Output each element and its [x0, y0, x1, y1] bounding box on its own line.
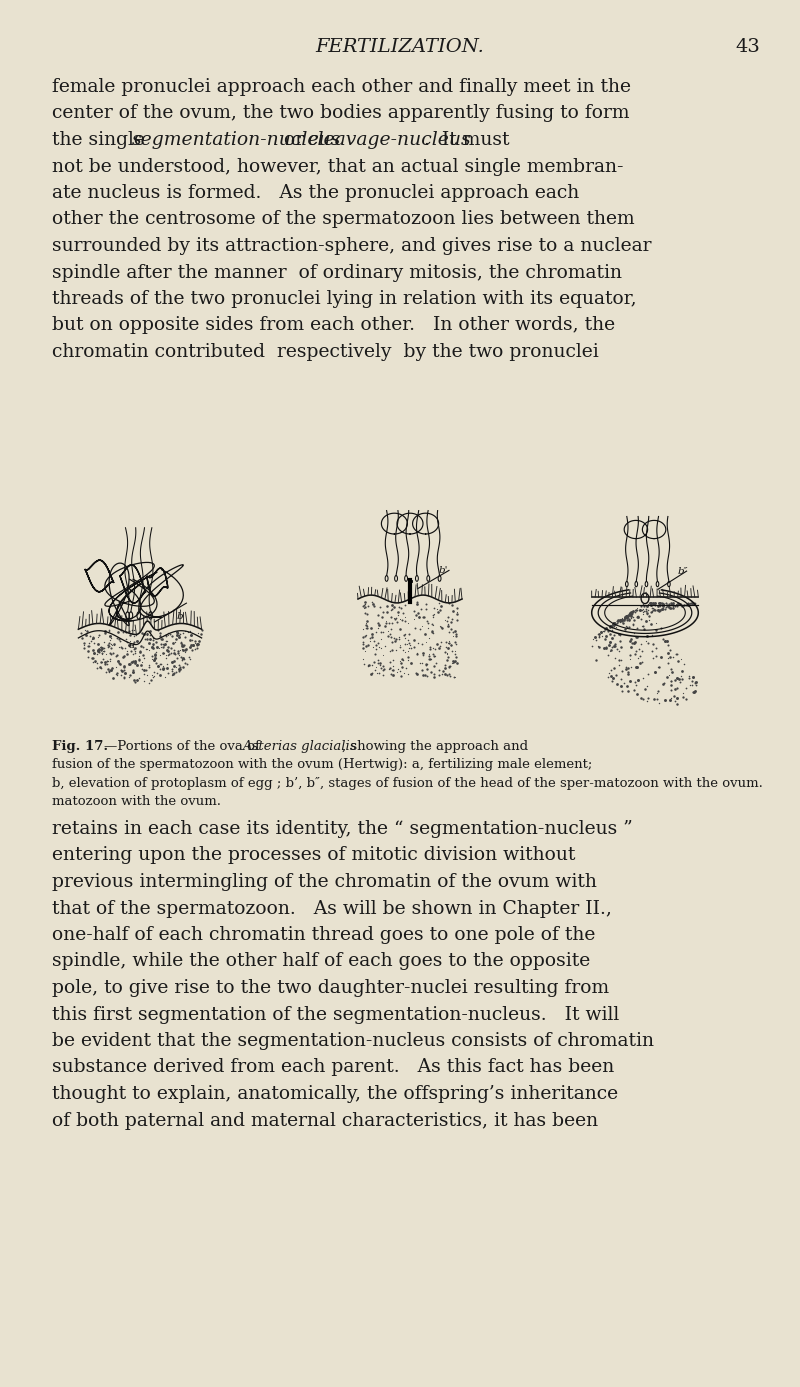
Text: cleavage-nucleus: cleavage-nucleus: [307, 130, 470, 148]
Text: be evident that the segmentation-nucleus consists of chromatin: be evident that the segmentation-nucleus…: [52, 1032, 654, 1050]
Text: Fig. 17.: Fig. 17.: [52, 741, 108, 753]
Text: female pronuclei approach each other and finally meet in the: female pronuclei approach each other and…: [52, 78, 631, 96]
Text: other the centrosome of the spermatozoon lies between them: other the centrosome of the spermatozoon…: [52, 211, 634, 229]
Text: retains in each case its identity, the “ segmentation-nucleus ”: retains in each case its identity, the “…: [52, 820, 633, 838]
Text: —Portions of the ova of: —Portions of the ova of: [104, 741, 264, 753]
Text: thought to explain, anatomically, the offspring’s inheritance: thought to explain, anatomically, the of…: [52, 1085, 618, 1103]
Text: a: a: [128, 641, 134, 651]
Ellipse shape: [641, 594, 649, 603]
Text: substance derived from each parent.   As this fact has been: substance derived from each parent. As t…: [52, 1058, 614, 1076]
Text: chromatin contributed  respectively  by the two pronuclei: chromatin contributed respectively by th…: [52, 343, 598, 361]
Text: this first segmentation of the segmentation-nucleus.   It will: this first segmentation of the segmentat…: [52, 1006, 619, 1024]
Text: entering upon the processes of mitotic division without: entering upon the processes of mitotic d…: [52, 846, 575, 864]
Text: 43: 43: [735, 37, 760, 55]
Text: b: b: [176, 612, 183, 621]
Text: center of the ovum, the two bodies apparently fusing to form: center of the ovum, the two bodies appar…: [52, 104, 630, 122]
Text: , showing the approach and: , showing the approach and: [342, 741, 528, 753]
Text: b, elevation of protoplasm of egg ; b’, b″, stages of fusion of the head of the : b, elevation of protoplasm of egg ; b’, …: [52, 777, 763, 791]
Text: fusion of the spermatozoon with the ovum (Hertwig): a, fertilizing male element;: fusion of the spermatozoon with the ovum…: [52, 759, 592, 771]
Text: but on opposite sides from each other.   In other words, the: but on opposite sides from each other. I…: [52, 316, 615, 334]
Text: segmentation-nucleus: segmentation-nucleus: [132, 130, 342, 148]
Text: previous intermingling of the chromatin of the ovum with: previous intermingling of the chromatin …: [52, 872, 597, 890]
Text: surrounded by its attraction-sphere, and gives rise to a nuclear: surrounded by its attraction-sphere, and…: [52, 237, 651, 255]
Text: b': b': [438, 566, 448, 576]
Text: threads of the two pronuclei lying in relation with its equator,: threads of the two pronuclei lying in re…: [52, 290, 637, 308]
Text: the single: the single: [52, 130, 151, 148]
Text: Asterias glacialis: Asterias glacialis: [242, 741, 357, 753]
Text: that of the spermatozoon.   As will be shown in Chapter II.,: that of the spermatozoon. As will be sho…: [52, 900, 612, 917]
Text: pole, to give rise to the two daughter-nuclei resulting from: pole, to give rise to the two daughter-n…: [52, 979, 609, 997]
Text: .  It must: . It must: [424, 130, 510, 148]
Text: spindle after the manner  of ordinary mitosis, the chromatin: spindle after the manner of ordinary mit…: [52, 264, 622, 282]
Text: FERTILIZATION.: FERTILIZATION.: [315, 37, 485, 55]
Text: or: or: [278, 130, 310, 148]
Text: not be understood, however, that an actual single membran-: not be understood, however, that an actu…: [52, 158, 623, 176]
Text: ate nucleus is formed.   As the pronuclei approach each: ate nucleus is formed. As the pronuclei …: [52, 184, 579, 203]
Text: matozoon with the ovum.: matozoon with the ovum.: [52, 796, 221, 809]
Text: of both paternal and maternal characteristics, it has been: of both paternal and maternal characteri…: [52, 1111, 598, 1129]
Text: spindle, while the other half of each goes to the opposite: spindle, while the other half of each go…: [52, 953, 590, 971]
Text: one-half of each chromatin thread goes to one pole of the: one-half of each chromatin thread goes t…: [52, 927, 595, 945]
Text: b″: b″: [678, 567, 688, 576]
